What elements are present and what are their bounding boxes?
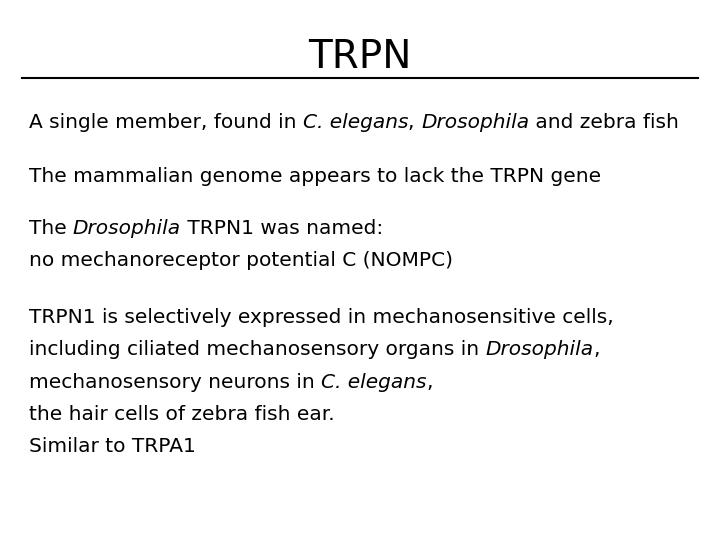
Text: The: The — [29, 219, 73, 238]
Text: Drosophila: Drosophila — [485, 340, 593, 359]
Text: and zebra fish: and zebra fish — [529, 113, 679, 132]
Text: TRPN1 is selectively expressed in mechanosensitive cells,: TRPN1 is selectively expressed in mechan… — [29, 308, 613, 327]
Text: ,: , — [408, 113, 421, 132]
Text: A single member, found in: A single member, found in — [29, 113, 302, 132]
Text: ,: , — [593, 340, 600, 359]
Text: The mammalian genome appears to lack the TRPN gene: The mammalian genome appears to lack the… — [29, 167, 601, 186]
Text: TRPN: TRPN — [308, 38, 412, 76]
Text: mechanosensory neurons in: mechanosensory neurons in — [29, 373, 321, 392]
Text: Similar to TRPA1: Similar to TRPA1 — [29, 437, 196, 456]
Text: C. elegans: C. elegans — [302, 113, 408, 132]
Text: Drosophila: Drosophila — [421, 113, 529, 132]
Text: including ciliated mechanosensory organs in: including ciliated mechanosensory organs… — [29, 340, 485, 359]
Text: Drosophila: Drosophila — [73, 219, 181, 238]
Text: TRPN1 was named:: TRPN1 was named: — [181, 219, 383, 238]
Text: ,: , — [426, 373, 433, 392]
Text: C. elegans: C. elegans — [321, 373, 426, 392]
Text: no mechanoreceptor potential C (NOMPC): no mechanoreceptor potential C (NOMPC) — [29, 251, 453, 270]
Text: the hair cells of zebra fish ear.: the hair cells of zebra fish ear. — [29, 405, 334, 424]
